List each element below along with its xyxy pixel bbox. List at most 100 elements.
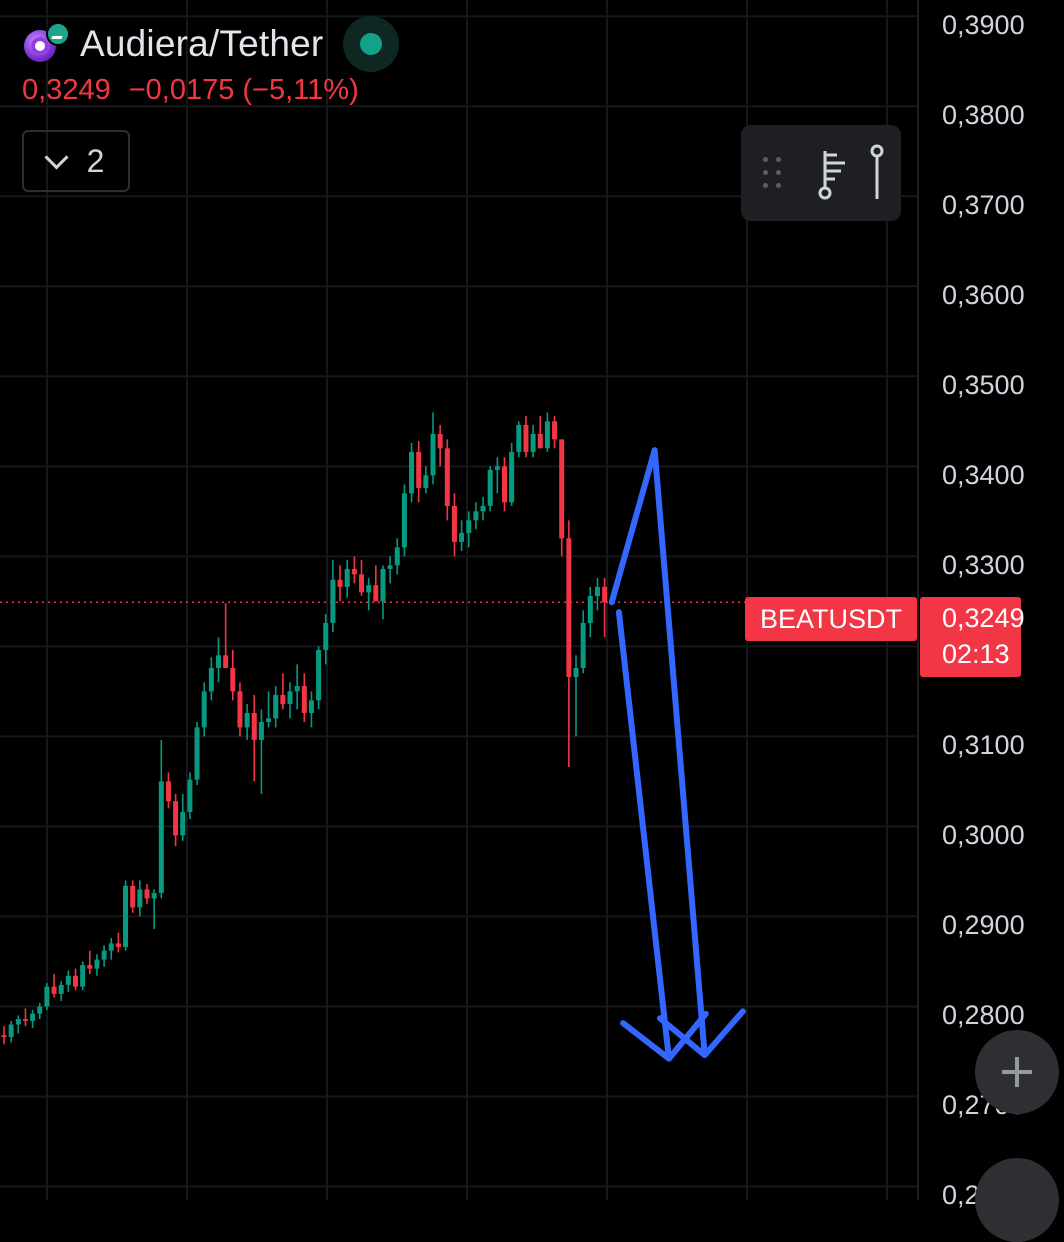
candle-body — [216, 655, 221, 668]
candle-body — [1, 1035, 7, 1038]
candle-body — [201, 691, 207, 728]
candle — [466, 511, 472, 548]
symbol-price-tag: BEATUSDT — [745, 597, 917, 641]
market-open-dot-icon — [360, 33, 383, 55]
candle — [602, 577, 608, 638]
candle-body — [37, 1006, 43, 1014]
candle — [373, 565, 379, 602]
candle-body — [480, 505, 486, 512]
candle-body — [294, 685, 300, 692]
candle-body — [144, 889, 150, 899]
arrow-line — [608, 447, 708, 1059]
candle-body — [323, 622, 329, 650]
candle-body — [101, 950, 107, 960]
symbol-logo-icon[interactable] — [22, 22, 70, 66]
candle-body — [330, 579, 336, 623]
drawing-layer — [608, 447, 746, 1062]
price-tick-label: 0,3800 — [942, 100, 1025, 130]
candle — [237, 682, 243, 737]
chart-header: Audiera/Tether 0,3249 −0,0175 (−5,11%) — [22, 16, 400, 107]
candle — [587, 586, 593, 638]
candle — [430, 412, 436, 485]
candle — [544, 412, 550, 452]
vertical-line-tool-icon[interactable] — [865, 143, 889, 203]
price-tick-label: 0,3000 — [942, 820, 1025, 850]
candle-body — [123, 885, 129, 948]
candle — [137, 880, 143, 917]
arrow-line — [615, 609, 672, 1062]
fib-levels-tool-icon[interactable] — [815, 145, 855, 201]
candle-body — [523, 424, 529, 452]
candle — [323, 613, 329, 665]
candle — [15, 1015, 21, 1034]
candle — [423, 466, 429, 494]
arrowhead — [620, 1010, 709, 1062]
price-tick-label: 0,3300 — [942, 550, 1025, 580]
candle-body — [451, 505, 457, 542]
candle-body — [30, 1013, 36, 1021]
candle-body — [373, 585, 379, 602]
candle — [287, 682, 293, 719]
candle — [337, 565, 343, 602]
candle — [266, 691, 272, 728]
drag-handle-icon[interactable] — [761, 155, 785, 191]
candle — [87, 950, 93, 975]
candle — [566, 520, 572, 767]
zoom-in-plus-icon[interactable] — [975, 1030, 1059, 1114]
candle — [130, 880, 136, 913]
candle — [8, 1020, 14, 1043]
candle — [173, 793, 179, 847]
candle — [1, 1026, 7, 1045]
bar-countdown: 02:13 — [942, 639, 1010, 669]
candle-body — [437, 433, 443, 449]
candle — [444, 439, 450, 521]
candle-body — [65, 975, 71, 985]
candle-body — [409, 451, 415, 494]
candle — [516, 421, 522, 458]
candle — [223, 603, 229, 668]
candle — [80, 961, 86, 991]
candle — [94, 954, 100, 976]
candle — [487, 466, 493, 512]
candle-body — [337, 579, 343, 587]
candle-body — [51, 986, 57, 994]
candle — [594, 577, 600, 611]
candle-body — [187, 779, 193, 813]
candle-body — [237, 691, 243, 728]
candle-body — [516, 424, 522, 452]
candle — [530, 424, 536, 458]
candle — [502, 457, 507, 512]
candle-body — [366, 585, 372, 593]
candle-body — [308, 700, 314, 713]
candle — [380, 565, 386, 620]
candle-body — [158, 781, 164, 894]
candle-body — [273, 694, 279, 719]
candle — [366, 577, 372, 611]
candle — [258, 709, 264, 794]
candle — [123, 880, 129, 951]
candle — [523, 415, 529, 458]
candle-body — [22, 1019, 28, 1021]
candle-body — [487, 469, 493, 506]
candle — [509, 442, 515, 506]
candle — [251, 694, 257, 782]
market-status-indicator[interactable] — [343, 16, 400, 72]
candle — [165, 772, 171, 809]
floating-drawing-toolbar[interactable] — [741, 125, 901, 221]
candle-body — [258, 721, 264, 740]
candle-body — [316, 649, 322, 701]
candle — [180, 793, 186, 841]
price-tick-label: 0,3600 — [942, 280, 1025, 310]
candle — [187, 772, 193, 820]
candle-body — [466, 520, 472, 533]
candle — [537, 415, 543, 449]
candle-body — [44, 986, 50, 1007]
indicators-toggle-button[interactable]: 2 — [22, 130, 130, 192]
candle-body — [509, 451, 515, 503]
candle — [115, 932, 121, 953]
candle-body — [587, 595, 593, 623]
secondary-round-button[interactable] — [975, 1158, 1059, 1242]
symbol-title[interactable]: Audiera/Tether — [80, 23, 324, 64]
candle-body — [537, 433, 543, 449]
chevron-down-icon — [44, 144, 69, 170]
